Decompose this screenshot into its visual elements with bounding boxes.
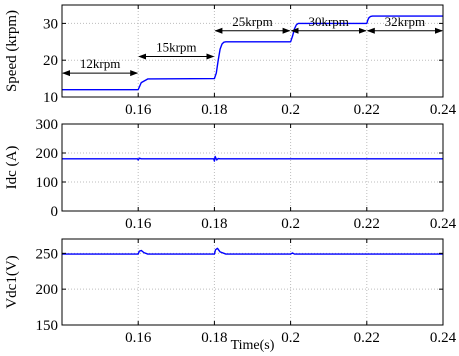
speed-series-line <box>62 15 443 91</box>
speed-segment-label: 15krpm <box>156 40 196 55</box>
vdc1-x-tick-label: 0.16 <box>125 330 152 346</box>
speed-panel: 12krpm 15krpm 25krpm 30krpm 32krpm 0.16 0.18 0.… <box>4 4 457 118</box>
vdc1-y-tick-label: 150 <box>36 318 59 334</box>
speed-y-tick-label: 30 <box>43 16 58 32</box>
speed-x-tick-label: 0.18 <box>201 102 227 118</box>
idc-x-tick-label: 0.22 <box>354 216 380 232</box>
vdc1-x-tick-label: 0.24 <box>430 330 457 346</box>
idc-y-tick-label: 0 <box>51 204 59 220</box>
speed-segment-label: 12krpm <box>80 56 120 71</box>
speed-x-tick-label: 0.16 <box>125 102 152 118</box>
vdc1-y-tick-label: 200 <box>36 282 59 298</box>
speed-x-tick-label: 0.24 <box>430 102 457 118</box>
speed-segment-label: 32krpm <box>385 14 425 29</box>
speed-x-tick-label: 0.2 <box>281 102 300 118</box>
speed-plot-area <box>62 5 443 97</box>
speed-segment-label: 30krpm <box>308 14 348 29</box>
idc-y-axis-label: Idc (A) <box>4 146 20 190</box>
vdc1-y-axis-label: Vdc1(V) <box>4 255 20 308</box>
speed-y-tick-label: 10 <box>43 90 58 106</box>
vdc1-x-tick-label: 0.18 <box>201 330 227 346</box>
vdc1-panel: 0.16 0.18 0.2 0.22 0.24 150 200 250 Vdc1(V) Time(… <box>4 238 457 353</box>
idc-y-tick-label: 100 <box>36 175 59 191</box>
idc-series-line <box>62 155 443 162</box>
idc-x-tick-label: 0.24 <box>430 216 457 232</box>
speed-x-tick-label: 0.22 <box>354 102 380 118</box>
idc-y-tick-label: 200 <box>36 146 59 162</box>
vdc1-x-tick-label: 0.22 <box>354 330 380 346</box>
idc-panel: 0.16 0.18 0.2 0.22 0.24 0 100 200 300 Idc (A) <box>4 117 457 232</box>
vdc1-plot-area <box>62 239 443 325</box>
speed-axes-box <box>61 4 444 98</box>
speed-y-tick-label: 20 <box>43 53 58 69</box>
idc-x-tick-label: 0.2 <box>281 216 300 232</box>
idc-y-tick-label: 300 <box>36 117 59 133</box>
x-axis-label: Time(s) <box>231 338 275 353</box>
vdc1-y-tick-label: 250 <box>36 246 59 262</box>
vdc1-x-tick-label: 0.2 <box>281 330 300 346</box>
idc-plot-area <box>62 124 443 211</box>
speed-y-axis-label: Speed (krpm) <box>4 10 20 92</box>
idc-x-tick-label: 0.18 <box>201 216 227 232</box>
speed-segment-label: 25krpm <box>232 14 272 29</box>
vdc1-axes-box <box>61 238 444 326</box>
idc-x-tick-label: 0.16 <box>125 216 152 232</box>
idc-axes-box <box>61 123 444 212</box>
vdc1-series-line <box>62 247 443 255</box>
